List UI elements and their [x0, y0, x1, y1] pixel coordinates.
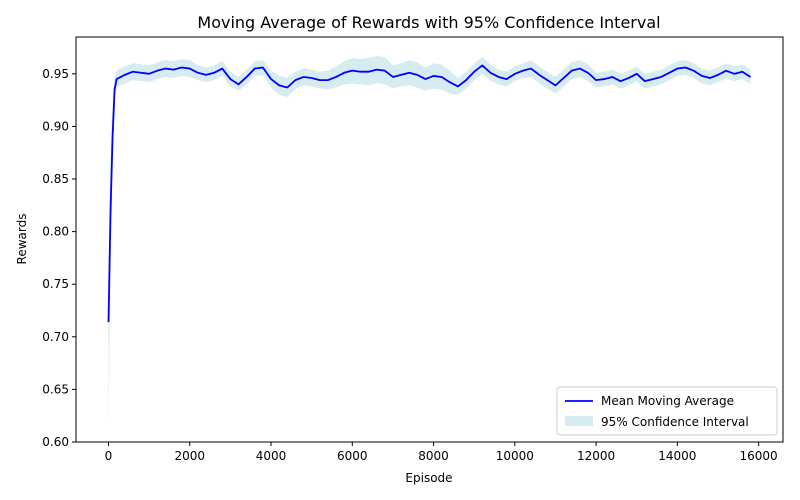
legend-swatch-confidence-band	[565, 416, 593, 426]
x-tick-label: 0	[105, 449, 113, 463]
y-tick-label: 0.90	[42, 119, 69, 133]
y-tick-label: 0.85	[42, 172, 69, 186]
chart-title: Moving Average of Rewards with 95% Confi…	[197, 13, 660, 32]
plot-area	[75, 36, 784, 443]
legend-box	[556, 386, 778, 436]
x-tick-label: 16000	[740, 449, 778, 463]
y-tick-label: 0.75	[42, 277, 69, 291]
y-axis-label: Rewards	[15, 214, 29, 265]
y-tick-label: 0.80	[42, 225, 69, 239]
x-axis-label: Episode	[405, 471, 452, 485]
x-tick-label: 8000	[418, 449, 449, 463]
x-tick-label: 14000	[658, 449, 696, 463]
x-tick-label: 4000	[256, 449, 287, 463]
y-tick-label: 0.70	[42, 330, 69, 344]
mean-line-layer	[107, 64, 751, 323]
x-tick-label: 6000	[337, 449, 368, 463]
legend-label-mean: Mean Moving Average	[601, 394, 734, 408]
plot-frame	[75, 36, 784, 443]
legend: Mean Moving Average 95% Confidence Inter…	[556, 386, 778, 436]
x-tick-label: 2000	[174, 449, 205, 463]
mean-moving-average-line	[107, 64, 751, 323]
y-tick-label: 0.65	[42, 382, 69, 396]
y-tick-label: 0.95	[42, 67, 69, 81]
x-axis-ticks: 0 2000 4000 6000 8000 10000 12000 14000 16000	[105, 442, 778, 463]
x-tick-label: 12000	[577, 449, 615, 463]
y-axis-ticks: 0.60 0.65 0.70 0.75 0.80 0.85 0.90 0.95	[42, 67, 76, 449]
legend-label-confidence: 95% Confidence Interval	[601, 415, 749, 429]
x-tick-label: 10000	[496, 449, 534, 463]
y-tick-label: 0.60	[42, 435, 69, 449]
